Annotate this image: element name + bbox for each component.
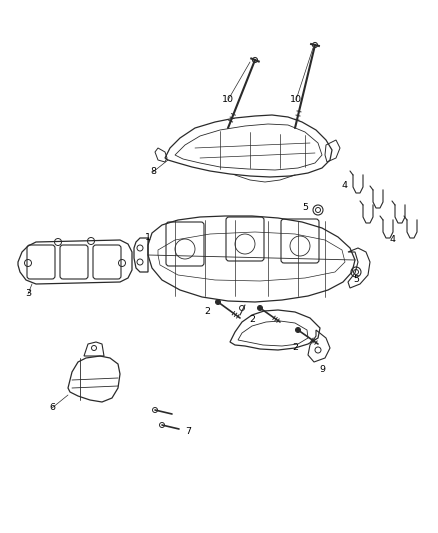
Text: 3: 3: [25, 289, 31, 298]
Text: 5: 5: [302, 204, 308, 213]
Text: 4: 4: [342, 181, 348, 190]
Circle shape: [258, 305, 262, 311]
Text: 4: 4: [390, 236, 396, 245]
Text: 5: 5: [353, 276, 359, 285]
Text: 2: 2: [249, 316, 255, 325]
Text: 2: 2: [292, 343, 298, 352]
Text: 7: 7: [185, 427, 191, 437]
Text: 9: 9: [319, 366, 325, 375]
Text: 2: 2: [204, 308, 210, 317]
Text: 8: 8: [150, 167, 156, 176]
Circle shape: [296, 327, 300, 333]
Circle shape: [215, 300, 220, 304]
Text: 6: 6: [49, 403, 55, 413]
Text: 1: 1: [145, 232, 151, 241]
Text: 10: 10: [222, 95, 234, 104]
Text: 10: 10: [290, 95, 302, 104]
